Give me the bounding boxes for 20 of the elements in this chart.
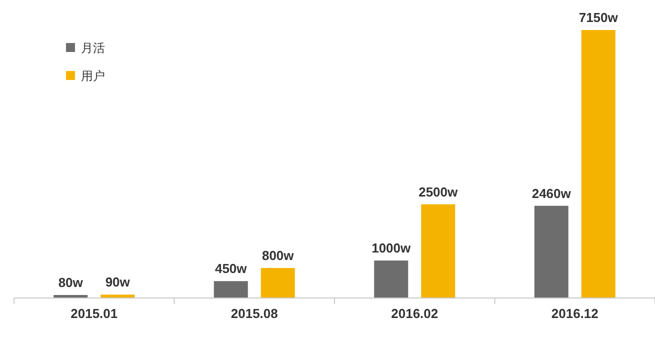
bar: [534, 206, 568, 298]
data-label: 1000w: [372, 240, 412, 256]
data-label: 2500w: [418, 184, 459, 200]
bar: [581, 30, 616, 298]
data-label: 80w: [58, 275, 84, 290]
data-label: 450w: [214, 261, 248, 276]
data-label: 90w: [105, 274, 131, 290]
x-tick-label: 2015.08: [230, 306, 278, 321]
bar: [421, 204, 456, 298]
bar: [260, 268, 295, 298]
x-tick-label: 2016.02: [391, 306, 438, 321]
x-tick-label: 2016.12: [551, 306, 598, 321]
data-label: 7150w: [578, 10, 619, 25]
data-label: 800w: [262, 248, 295, 264]
data-label: 2460w: [532, 186, 572, 201]
legend-label: 月活: [81, 41, 105, 55]
bar: [214, 281, 248, 298]
bar: [374, 260, 408, 298]
legend-label: 用户: [81, 69, 105, 83]
x-tick-label: 2015.01: [70, 306, 118, 321]
